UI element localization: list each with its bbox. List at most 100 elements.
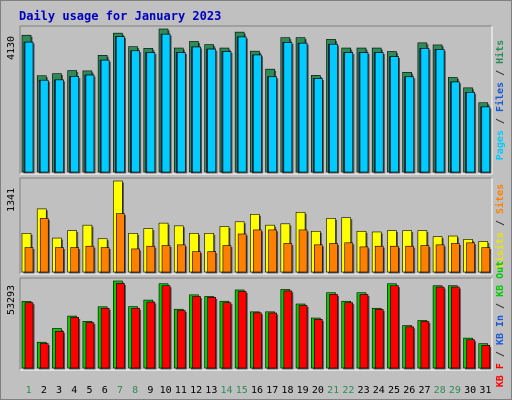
bar-pages — [253, 54, 262, 173]
bar-pages — [70, 76, 79, 173]
x-tick-label: 30 — [464, 385, 476, 396]
legend-entry: / — [495, 214, 506, 232]
bar-kb-f — [283, 290, 293, 369]
bar-sites — [100, 247, 110, 273]
bar-kb-f — [70, 317, 79, 369]
bar-pages — [313, 78, 323, 173]
x-tick-label: 17 — [266, 385, 278, 396]
x-tick-label: 19 — [297, 385, 309, 396]
x-tick-label: 29 — [449, 385, 461, 396]
x-tick-label: 18 — [281, 385, 293, 396]
bar-pages — [24, 41, 34, 173]
bar-pages — [374, 52, 384, 173]
legend-entry: Pages — [495, 130, 506, 160]
legend-entry: KB Out — [495, 261, 506, 297]
x-tick-label: 27 — [418, 385, 430, 396]
legend-entry: / — [495, 64, 506, 82]
bar-pages — [405, 76, 414, 173]
bar-sites — [298, 229, 308, 273]
bar-pages — [481, 106, 491, 173]
bar-kb-f — [222, 302, 232, 369]
x-tick-label: 2 — [41, 385, 47, 396]
bar-sites — [192, 251, 201, 273]
bar-pages — [207, 48, 217, 173]
bar-sites — [313, 244, 323, 273]
bar-sites — [237, 233, 247, 273]
bar-sites — [329, 243, 338, 273]
bar-sites — [39, 218, 49, 273]
x-tick-label: 16 — [251, 385, 263, 396]
x-tick-label: 12 — [190, 385, 202, 396]
bar-sites — [70, 247, 79, 273]
bar-sites — [176, 244, 186, 273]
bar-pages — [420, 48, 430, 173]
bar-pages — [222, 51, 232, 173]
x-tick-label: 20 — [312, 385, 324, 396]
bar-pages — [161, 33, 171, 173]
x-tick-label: 14 — [221, 385, 233, 396]
bar-pages — [390, 56, 399, 173]
chart-title: Daily usage for January 2023 — [19, 9, 221, 23]
x-tick-label: 5 — [87, 385, 93, 396]
x-tick-label: 28 — [434, 385, 446, 396]
x-tick-label: 10 — [160, 385, 172, 396]
bar-pages — [100, 59, 110, 173]
bar-kb-f — [100, 307, 110, 369]
y-max-label-hits: 4130 — [6, 36, 17, 60]
bar-pages — [237, 36, 247, 173]
bar-sites — [116, 213, 125, 273]
panel-legend-hits: Pages / Files / Hits — [494, 40, 506, 160]
bar-pages — [435, 49, 445, 173]
x-tick-label: 22 — [342, 385, 354, 396]
panel-legend-visits: Visits / Sites — [494, 184, 506, 268]
x-tick-label: 11 — [175, 385, 187, 396]
bar-sites — [146, 245, 156, 273]
bar-kb-f — [298, 305, 308, 369]
y-max-label-visits: 1341 — [6, 188, 17, 212]
bar-kb-f — [313, 319, 323, 369]
bar-kb-f — [161, 285, 171, 369]
bar-sites — [253, 229, 262, 273]
legend-entry: KB In — [495, 315, 506, 345]
bar-kb-f — [237, 291, 247, 369]
x-tick-label: 9 — [147, 385, 153, 396]
bar-sites — [222, 245, 232, 273]
bar-pages — [39, 79, 49, 173]
x-tick-label: 26 — [403, 385, 415, 396]
bar-kb-f — [39, 343, 49, 369]
bar-kb-f — [359, 294, 369, 369]
legend-entry: Visits — [494, 232, 506, 268]
bar-sites — [268, 229, 277, 273]
bar-pages — [329, 43, 338, 173]
panel-legend-kbytes: KB F / KB In / KB Out — [495, 261, 506, 387]
bar-sites — [207, 251, 217, 273]
bar-kb-f — [55, 330, 64, 369]
bar-kb-f — [24, 302, 34, 369]
legend-entry: / — [495, 112, 506, 130]
bar-sites — [481, 247, 491, 273]
bar-kb-f — [344, 302, 354, 369]
bar-sites — [55, 247, 64, 273]
bar-kb-f — [131, 307, 140, 369]
bar-kb-f — [374, 309, 384, 369]
bar-kb-f — [390, 285, 399, 369]
bar-kb-f — [268, 312, 277, 369]
x-tick-label: 25 — [388, 385, 400, 396]
bar-kb-f — [405, 326, 414, 369]
x-tick-label: 6 — [102, 385, 108, 396]
bar-kb-f — [85, 322, 95, 369]
bar-pages — [344, 52, 354, 173]
bar-pages — [298, 42, 308, 173]
bar-kb-f — [435, 286, 445, 369]
bar-sites — [344, 242, 354, 273]
bar-pages — [116, 36, 125, 173]
legend-entry: Sites — [494, 184, 506, 214]
bar-pages — [466, 92, 475, 173]
bar-sites — [420, 245, 430, 273]
x-tick-label: 23 — [358, 385, 370, 396]
bar-sites — [466, 242, 475, 273]
legend-entry: / — [495, 345, 506, 363]
x-tick-label: 13 — [205, 385, 217, 396]
bar-pages — [146, 52, 156, 173]
